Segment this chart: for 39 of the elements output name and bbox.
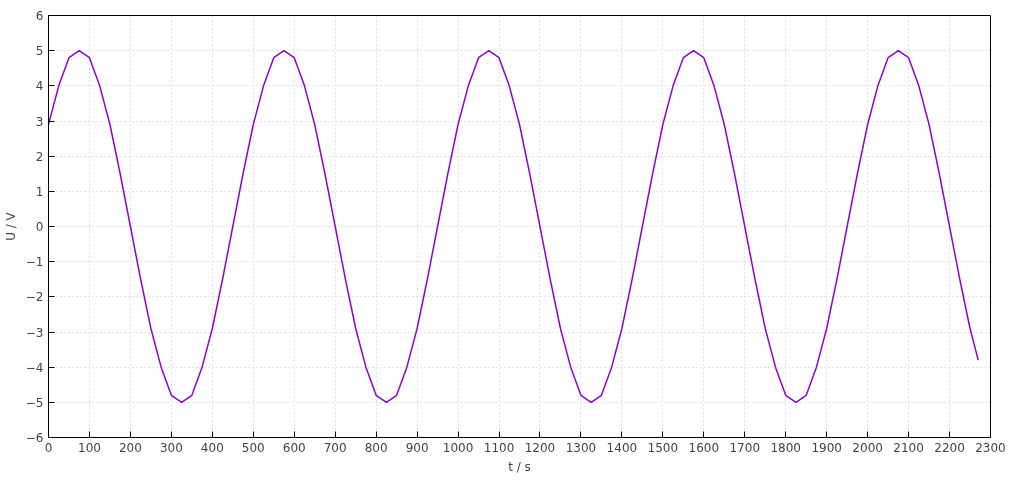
x-tick-label: 700 xyxy=(323,440,347,455)
x-axis-title: t / s xyxy=(508,459,531,474)
line-series xyxy=(48,49,979,404)
y-tick-label: −1 xyxy=(25,255,44,270)
x-tick-label: 2100 xyxy=(893,440,924,455)
x-tick-label: 2300 xyxy=(975,440,1006,455)
y-tick-label: −6 xyxy=(25,431,44,445)
x-tick-label: 1000 xyxy=(442,440,474,455)
y-tick-label: 2 xyxy=(35,149,44,164)
y-tick-label: 0 xyxy=(35,220,44,234)
x-tick-label: 2200 xyxy=(934,440,965,455)
x-tick-label: 500 xyxy=(241,440,265,455)
y-tick-label: 4 xyxy=(35,79,44,94)
x-tick-label: 1100 xyxy=(483,440,515,455)
x-tick-label: 1800 xyxy=(770,440,801,455)
x-tick-label: 1300 xyxy=(565,440,597,455)
x-tick-label: 900 xyxy=(405,440,429,455)
x-tick-label: 2000 xyxy=(852,440,883,455)
x-tick-label: 300 xyxy=(159,440,183,455)
x-tick-label: 1900 xyxy=(811,440,842,455)
y-axis-title: U / V xyxy=(3,211,18,241)
x-tick-label: 100 xyxy=(78,440,101,455)
x-tick-label: 1600 xyxy=(688,440,720,455)
x-tick-label: 1400 xyxy=(606,440,638,455)
x-tick-label: 200 xyxy=(118,440,142,455)
y-tick-label: −3 xyxy=(25,325,44,340)
y-tick-label: 3 xyxy=(35,114,44,129)
x-tick-label: 400 xyxy=(200,440,224,455)
x-tick-label: 1700 xyxy=(729,440,761,455)
x-tick-label: 600 xyxy=(282,440,306,455)
x-tick-label: 1500 xyxy=(647,440,679,455)
y-tick-label: −5 xyxy=(25,395,44,410)
y-tick-label: −4 xyxy=(25,360,44,375)
x-tick-label: 1200 xyxy=(524,440,556,455)
x-tick-label: 800 xyxy=(364,440,388,455)
y-tick-label: 1 xyxy=(35,184,44,199)
y-tick-label: −2 xyxy=(25,290,44,305)
y-tick-label: 6 xyxy=(35,9,44,23)
y-tick-label: 5 xyxy=(35,44,44,59)
